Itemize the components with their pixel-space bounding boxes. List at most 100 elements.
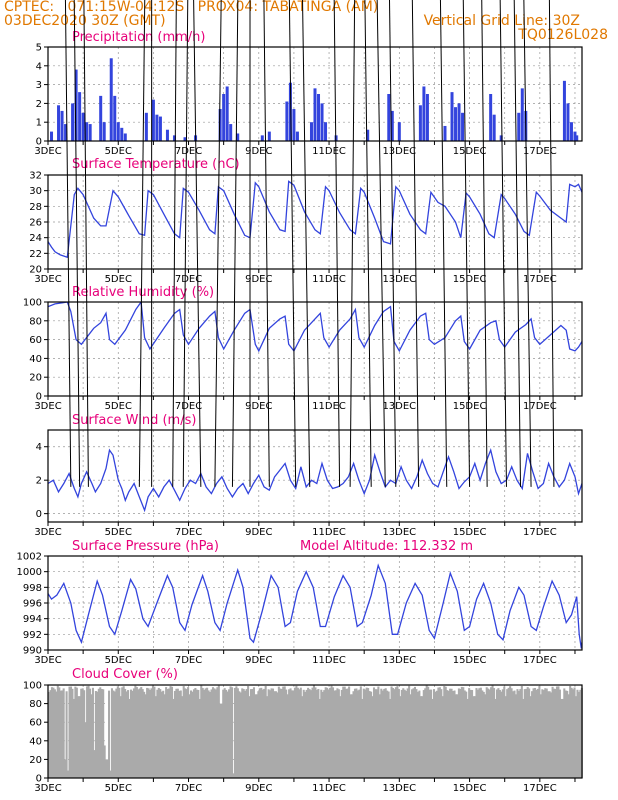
cloud-bar bbox=[561, 698, 564, 778]
cloud-bar bbox=[365, 687, 368, 778]
cloud-bar bbox=[509, 686, 512, 778]
cloud-bar bbox=[124, 688, 127, 778]
cloud-bar bbox=[99, 687, 102, 778]
x-tick-label: 7DEC bbox=[175, 401, 202, 412]
cloud-bar bbox=[326, 687, 329, 778]
y-tick-label: 4 bbox=[36, 61, 42, 72]
y-tick-label: 996 bbox=[23, 599, 42, 610]
cloud-bar bbox=[384, 688, 387, 778]
precip-bar bbox=[116, 122, 120, 141]
precip-bar bbox=[366, 129, 370, 141]
cloud-bar bbox=[372, 687, 376, 778]
cloud-bar bbox=[329, 687, 332, 778]
cloud-bar bbox=[362, 688, 365, 778]
x-tick-label: 11DEC bbox=[312, 655, 346, 666]
precip-bar bbox=[499, 135, 503, 141]
cloud-bar bbox=[463, 690, 466, 778]
precip-bar bbox=[158, 116, 162, 141]
x-tick-label: 3DEC bbox=[34, 401, 61, 412]
wind-arrow-shaft bbox=[83, 0, 89, 487]
precip-bar bbox=[155, 114, 159, 141]
cloud-bar bbox=[343, 686, 346, 778]
cloud-bar bbox=[548, 691, 551, 778]
cloud-bar bbox=[380, 688, 383, 778]
cloud-bar bbox=[50, 687, 53, 778]
cloud-bar bbox=[163, 694, 166, 778]
cloud-bar bbox=[418, 690, 421, 778]
wind-arrow-shaft bbox=[411, 0, 420, 487]
cloud-bar bbox=[53, 689, 56, 778]
cloud-bar bbox=[323, 690, 326, 778]
cloud-bar bbox=[389, 698, 392, 778]
cloud-bar bbox=[192, 689, 195, 778]
cloud-bar bbox=[334, 690, 337, 778]
cloud-bar bbox=[112, 690, 115, 778]
cloud-bar bbox=[88, 688, 92, 778]
wind-arrow-shaft bbox=[302, 0, 311, 487]
cloud-bar bbox=[307, 687, 310, 778]
y-tick-label: 0 bbox=[36, 137, 42, 148]
cloud-bar bbox=[460, 686, 463, 778]
cloud-bar bbox=[285, 689, 288, 778]
precip-bar bbox=[575, 135, 579, 141]
cloud-bar bbox=[488, 689, 491, 778]
cloud-bar bbox=[446, 690, 449, 778]
x-tick-label: 9DEC bbox=[245, 527, 272, 538]
cloud-bar bbox=[69, 686, 73, 778]
cloud-bar bbox=[421, 696, 424, 778]
precip-bar bbox=[520, 88, 524, 141]
wind-arrow-shaft bbox=[231, 0, 239, 487]
cloud-bar bbox=[159, 689, 162, 778]
precip-bar bbox=[390, 110, 394, 141]
x-tick-label: 3DEC bbox=[34, 527, 61, 538]
y-tick-label: 60 bbox=[29, 335, 42, 346]
precip-bar bbox=[81, 112, 85, 141]
precip-bar bbox=[566, 103, 570, 141]
cloud-bar bbox=[579, 689, 582, 778]
cloud-bar bbox=[432, 689, 436, 778]
cloud-bar bbox=[361, 698, 364, 778]
cloud-bar bbox=[339, 696, 342, 778]
wind-arrow-shaft bbox=[389, 0, 397, 487]
cloud-bar bbox=[340, 689, 343, 778]
wind-arrow-shaft bbox=[376, 0, 386, 487]
y-tick-label: 22 bbox=[29, 249, 42, 260]
cloud-bar bbox=[346, 688, 349, 778]
cloud-bar bbox=[472, 696, 475, 778]
x-tick-label: 11DEC bbox=[312, 274, 346, 285]
x-tick-label: 13DEC bbox=[382, 146, 416, 157]
x-tick-label: 5DEC bbox=[105, 146, 132, 157]
cloud-bar bbox=[176, 688, 179, 778]
x-tick-label: 3DEC bbox=[34, 783, 61, 794]
cloud-bar bbox=[223, 688, 226, 778]
cloud-bar bbox=[351, 694, 354, 778]
cloud-bar bbox=[110, 688, 114, 778]
cloud-bar bbox=[100, 688, 103, 778]
cloud-bar bbox=[230, 687, 234, 778]
cloud-bar bbox=[569, 685, 572, 778]
precip-bar bbox=[573, 131, 577, 141]
cloud-bar bbox=[355, 688, 358, 778]
cloud-bar bbox=[539, 694, 542, 778]
cloud-bar bbox=[295, 685, 298, 778]
wind-arrow-shaft bbox=[481, 0, 488, 487]
cloud-bar bbox=[146, 687, 149, 778]
cloud-bar bbox=[255, 694, 258, 778]
cloud-bar bbox=[270, 688, 273, 778]
cloud-bar bbox=[337, 689, 340, 778]
cloud-bar bbox=[181, 696, 184, 778]
cloud-bar bbox=[512, 691, 515, 778]
cloud-bar bbox=[49, 690, 52, 778]
cloud-bar bbox=[298, 689, 301, 778]
cloud-bar bbox=[165, 687, 168, 778]
y-tick-label: 20 bbox=[29, 265, 42, 276]
cloud-bar bbox=[425, 685, 428, 778]
panel-3: Relative Humidity (%) 0 20 40 60 80 100 3DEC 5DE… bbox=[23, 285, 583, 412]
precip-bar bbox=[260, 135, 264, 141]
precip-bar bbox=[102, 122, 106, 141]
cloud-bar bbox=[245, 689, 248, 778]
x-tick-label: 17DEC bbox=[523, 274, 557, 285]
cloud-bar bbox=[526, 687, 529, 778]
x-tick-label: 3DEC bbox=[34, 146, 61, 157]
cloud-bar bbox=[447, 690, 450, 778]
